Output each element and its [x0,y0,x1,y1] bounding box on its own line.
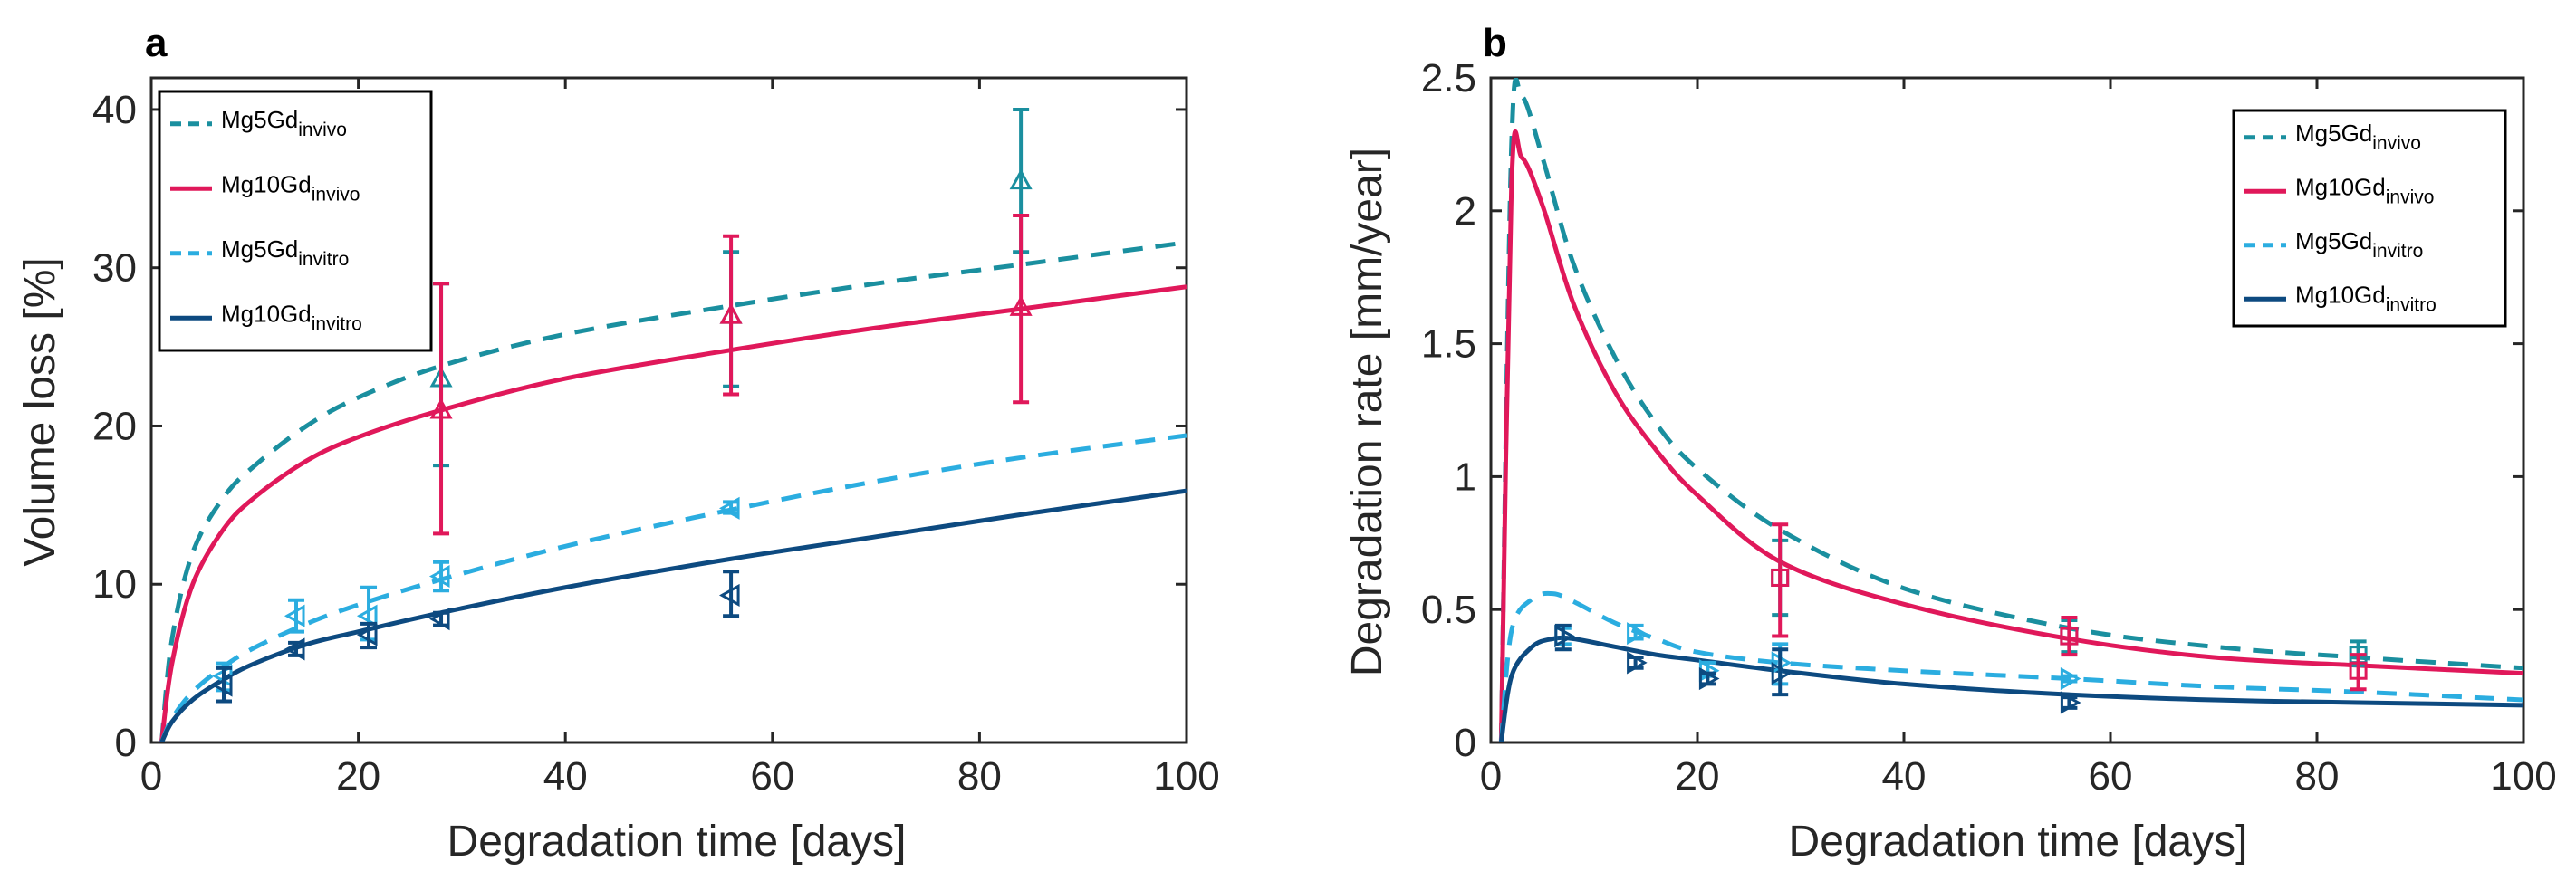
x-tick-label: 0 [140,754,162,799]
y-tick-label: 0.5 [1421,588,1476,632]
legend-entry: Mg5Gdinvitro [2295,227,2423,262]
data-point [1009,295,1033,316]
y-tick-label: 1.5 [1421,322,1476,367]
legend-entry: Mg5Gdinvitro [221,235,349,270]
data-point [1771,568,1790,587]
x-tick-label: 20 [1676,754,1720,799]
series-line-mg5gd-invivo [159,240,1187,742]
data-point [1009,168,1033,190]
data-point [718,496,740,520]
x-tick-label: 60 [2089,754,2133,799]
data-point [284,604,305,627]
data-point [284,637,305,661]
series-line-mg10gd-invitro [1498,635,2523,742]
data-point [2060,691,2081,714]
legend-entry: Mg10Gdinvivo [2295,173,2434,207]
series-line-mg5gd-invitro [1498,590,2523,742]
panel-b: b 0 20 40 60 80 100 0 0.5 1 1.5 2 2.5 Mg5Gdinvivo Mg1… [1343,21,2557,866]
data-point [428,608,450,631]
data-point [1554,625,1575,648]
y-tick-label: 2 [1455,189,1476,234]
series-line-mg5gd-invivo [1498,78,2523,742]
series-line-mg10gd-invivo [1498,129,2523,742]
axes-box [149,76,1188,744]
x-axis-label-a: Degradation time [days] [447,818,907,866]
data-point [429,397,453,419]
data-point [2060,627,2079,646]
panel-a: a 0 20 40 60 80 100 0 10 20 30 40 Mg5Gdinvivo Mg10Gd… [16,21,1220,866]
x-tick-label: 100 [2490,754,2556,799]
y-tick-label: 0 [1455,721,1476,765]
y-tick-label: 20 [92,404,137,448]
y-tick-label: 10 [92,562,137,607]
data-point [356,604,378,627]
x-axis-label-b: Degradation time [days] [1789,818,2248,866]
x-tick-label: 40 [1882,754,1927,799]
panel-label-b: b [1483,21,1507,65]
legend: Mg5Gdinvivo Mg10Gdinvivo Mg5Gdinvitro Mg10G… [158,90,433,352]
legend-box [2232,109,2507,328]
y-tick-label: 0 [115,721,137,765]
data-point [719,303,743,324]
x-tick-label: 100 [1153,754,1219,799]
y-axis-label-b: Degradation rate [mm/year] [1343,148,1391,676]
x-tick-label: 80 [957,754,1002,799]
data-point [1627,651,1648,675]
legend-entry: Mg10Gdinvivo [221,170,360,205]
data-point [1627,622,1648,646]
legend-entry: Mg10Gdinvitro [221,300,362,334]
legend-entry: Mg5Gdinvivo [2295,120,2421,154]
y-tick-label: 2.5 [1421,56,1476,101]
legend-entry: Mg10Gdinvitro [2295,281,2437,315]
legend-entry: Mg5Gdinvivo [221,106,347,140]
plot-b: 0 20 40 60 80 100 0 0.5 1 1.5 2 2.5 Mg5Gdinvivo Mg10G… [1421,56,2557,799]
data-point [718,583,740,608]
plot-a: 0 20 40 60 80 100 0 10 20 30 40 Mg5Gdinvivo Mg10Gdin… [92,76,1220,799]
y-tick-label: 40 [92,88,137,132]
legend-box [158,90,433,352]
data-point [1698,666,1720,691]
panel-label-a: a [145,21,168,65]
series-line-mg10gd-invitro [159,488,1187,742]
y-tick-label: 1 [1455,455,1476,499]
y-tick-label: 30 [92,246,137,291]
data-point [356,623,378,646]
data-point [428,564,450,589]
data-point [2349,661,2368,680]
data-point [2060,666,2081,691]
x-tick-label: 80 [2295,754,2340,799]
legend: Mg5Gdinvivo Mg10Gdinvivo Mg5Gdinvitro Mg10G… [2232,109,2507,328]
data-point [211,674,233,697]
axes-box [1489,76,2525,744]
series-line-mg5gd-invitro [159,433,1187,742]
x-tick-label: 20 [336,754,380,799]
y-axis-label-a: Volume loss [%] [16,257,64,566]
x-tick-label: 60 [750,754,794,799]
data-point [1771,662,1793,685]
x-tick-label: 40 [543,754,588,799]
x-tick-label: 0 [1480,754,1502,799]
